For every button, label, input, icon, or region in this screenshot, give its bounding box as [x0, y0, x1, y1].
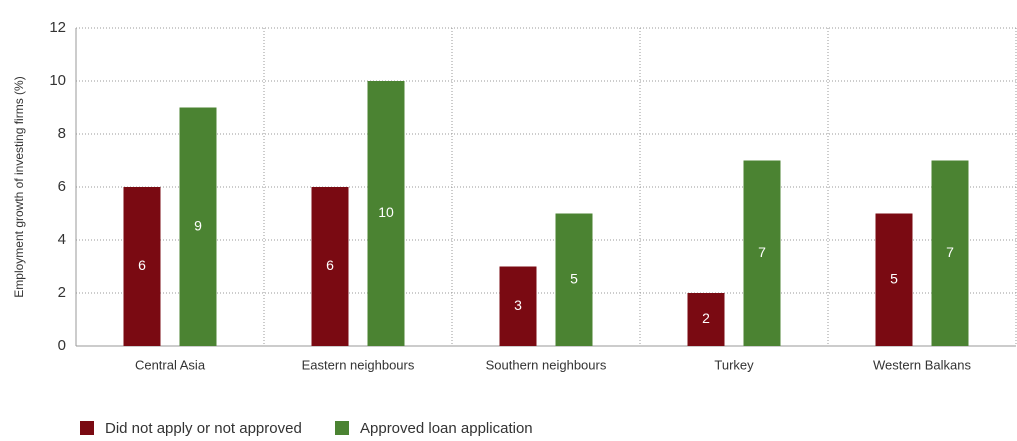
bar — [931, 160, 969, 346]
x-tick-label: Turkey — [714, 357, 754, 372]
data-label: 2 — [702, 310, 710, 326]
bar — [555, 213, 593, 346]
y-tick-label: 10 — [49, 72, 66, 89]
y-tick-label: 0 — [58, 337, 66, 354]
legend-swatch — [80, 421, 94, 435]
data-label: 7 — [758, 244, 766, 260]
data-label: 5 — [570, 270, 578, 286]
x-tick-label: Eastern neighbours — [302, 357, 415, 372]
data-label: 5 — [890, 270, 898, 286]
y-axis-label: Employment growth of investing firms (%) — [12, 76, 26, 297]
data-label: 3 — [514, 297, 522, 313]
legend-label: Did not apply or not approved — [105, 420, 302, 437]
data-label: 9 — [194, 217, 202, 233]
bar — [179, 107, 217, 346]
legend-label: Approved loan application — [360, 420, 533, 437]
bar — [311, 187, 349, 346]
bar — [123, 187, 161, 346]
bar — [875, 213, 913, 346]
y-tick-label: 4 — [58, 231, 66, 248]
data-label: 10 — [378, 204, 394, 220]
legend-swatch — [335, 421, 349, 435]
x-tick-label: Central Asia — [135, 357, 206, 372]
bar — [367, 81, 405, 346]
y-tick-label: 12 — [49, 19, 66, 36]
x-tick-label: Western Balkans — [873, 357, 972, 372]
data-label: 7 — [946, 244, 954, 260]
bar — [687, 293, 725, 346]
bar — [743, 160, 781, 346]
y-tick-label: 2 — [58, 284, 66, 301]
y-tick-label: 6 — [58, 178, 66, 195]
y-tick-label: 8 — [58, 125, 66, 142]
data-label: 6 — [326, 257, 334, 273]
x-tick-label: Southern neighbours — [486, 357, 607, 372]
bar — [499, 266, 537, 346]
data-label: 6 — [138, 257, 146, 273]
